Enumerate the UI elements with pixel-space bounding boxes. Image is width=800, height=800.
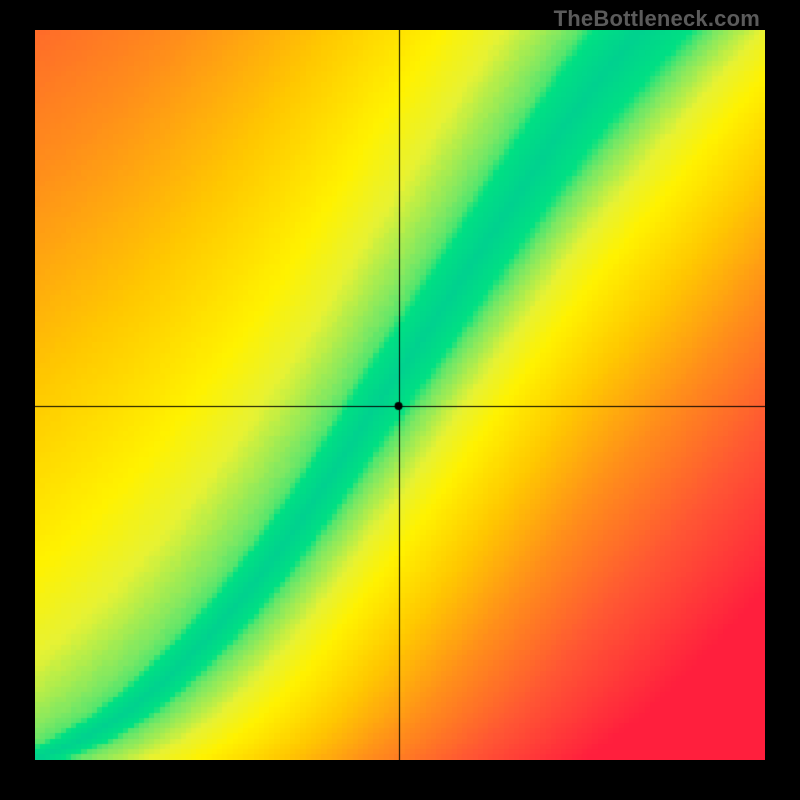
- attribution-text: TheBottleneck.com: [554, 6, 760, 32]
- heatmap-canvas: [35, 30, 765, 760]
- bottleneck-heatmap: [35, 30, 765, 760]
